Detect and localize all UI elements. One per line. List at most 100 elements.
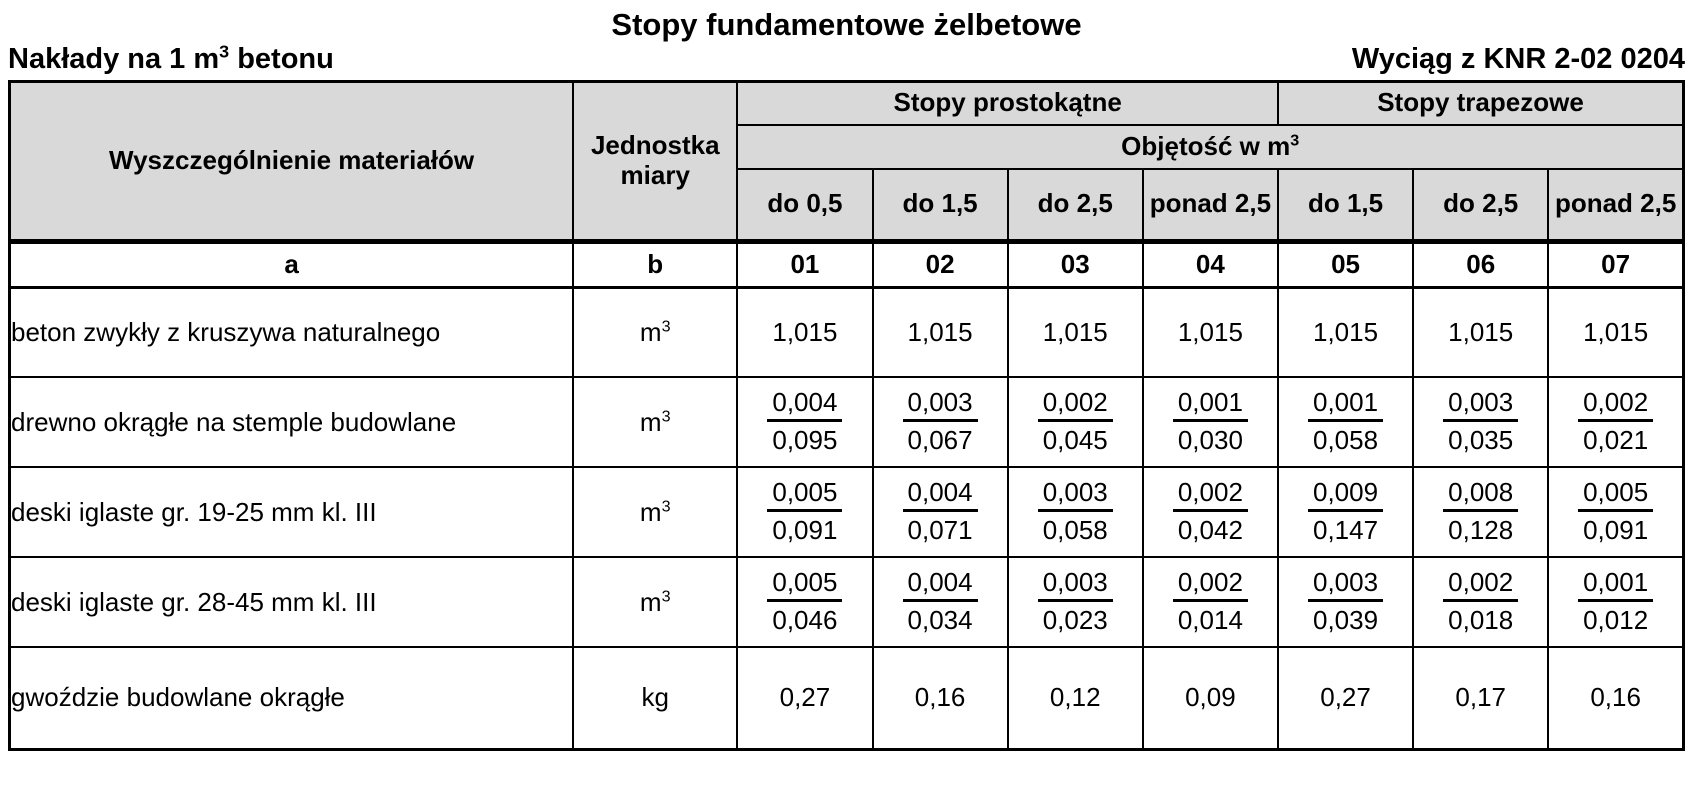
fraction-numerator: 0,003: [1037, 567, 1113, 602]
code-07: 07: [1547, 238, 1685, 289]
superscript-3: 3: [661, 496, 671, 515]
fraction-denominator: 0,014: [1177, 604, 1243, 635]
fraction-denominator: 0,147: [1313, 514, 1379, 545]
value-cell: 0,27: [1276, 646, 1415, 751]
header-volume: Objętość w m3: [736, 124, 1685, 171]
material-row: gwoździe budowlane okrągłe kg 0,27 0,16 0,12…: [8, 646, 1685, 751]
material-name: beton zwykły z kruszywa naturalnego: [8, 286, 575, 379]
code-06: 06: [1412, 238, 1550, 289]
fraction-denominator: 0,058: [1042, 514, 1108, 545]
material-name: gwoździe budowlane okrągłe: [8, 646, 575, 751]
header-volume-range-row: do 0,5 do 1,5 do 2,5 ponad 2,5 do 1,5 do…: [10, 168, 1685, 243]
value-cell: 0,16: [871, 646, 1009, 751]
subtitle-left: Nakłady na 1 m3 betonu: [8, 41, 334, 76]
fraction-numerator: 0,004: [767, 387, 843, 422]
superscript-3: 3: [661, 586, 671, 605]
fraction-denominator: 0,012: [1583, 604, 1649, 635]
value-cell: 0,005 0,046: [736, 556, 874, 649]
value-cell: 1,015: [1412, 286, 1550, 379]
value-cell: 1,015: [736, 286, 874, 379]
fraction-numerator: 0,004: [902, 567, 978, 602]
value-cell: 0,008 0,128: [1412, 466, 1550, 559]
unit-of-measure: m3: [572, 556, 739, 649]
code-04: 04: [1141, 238, 1279, 289]
value-cell: 0,001 0,030: [1141, 376, 1279, 469]
fraction-denominator: 0,045: [1042, 424, 1108, 455]
header-range-col-04: ponad 2,5: [1141, 168, 1279, 243]
value-cell: 0,001 0,012: [1547, 556, 1685, 649]
fraction-denominator: 0,071: [907, 514, 973, 545]
material-row: deski iglaste gr. 28-45 mm kl. III m3 0,00…: [8, 556, 1685, 649]
header-group-trapezoid-footings: Stopy trapezowe: [1276, 80, 1685, 127]
value-cell: 0,17: [1412, 646, 1550, 751]
page-title: Stopy fundamentowe żelbetowe: [611, 7, 1082, 42]
fraction-denominator: 0,023: [1042, 604, 1108, 635]
fraction-numerator: 0,008: [1443, 477, 1519, 512]
value-cell: 0,005 0,091: [736, 466, 874, 559]
value-cell: 0,16: [1547, 646, 1685, 751]
value-cell: 0,09: [1141, 646, 1279, 751]
fraction-denominator: 0,091: [772, 514, 838, 545]
value-cell: 0,27: [736, 646, 874, 751]
fraction-numerator: 0,004: [902, 477, 978, 512]
unit-of-measure: m3: [572, 466, 739, 559]
code-03: 03: [1006, 238, 1144, 289]
fraction-denominator: 0,039: [1313, 604, 1379, 635]
fraction-numerator: 0,001: [1578, 567, 1654, 602]
value-cell: 0,003 0,039: [1276, 556, 1415, 649]
header-range-col-06: do 2,5: [1412, 168, 1550, 243]
material-row: drewno okrągłe na stemple budowlane m3 0,0…: [8, 376, 1685, 469]
value-cell: 1,015: [1006, 286, 1144, 379]
subtitle-row: Nakłady na 1 m3 betonu Wyciąg z KNR 2-02…: [0, 41, 1693, 76]
value-cell: 0,009 0,147: [1276, 466, 1415, 559]
value-cell: 0,003 0,058: [1006, 466, 1144, 559]
unit-of-measure: m3: [572, 286, 739, 379]
unit-of-measure: kg: [572, 646, 739, 751]
fraction-numerator: 0,002: [1172, 477, 1248, 512]
value-cell: 0,002 0,014: [1141, 556, 1279, 649]
value-cell: 0,001 0,058: [1276, 376, 1415, 469]
superscript-3: 3: [661, 317, 671, 336]
fraction-denominator: 0,042: [1177, 514, 1243, 545]
unit-of-measure: m3: [572, 376, 739, 469]
header-group-row: Wyszczególnienie materiałów Jednostka mi…: [8, 80, 1685, 243]
fraction-numerator: 0,002: [1578, 387, 1654, 422]
code-a: a: [8, 238, 575, 289]
header-range-col-07: ponad 2,5: [1547, 168, 1685, 243]
material-row: deski iglaste gr. 19-25 mm kl. III m3 0,00…: [8, 466, 1685, 559]
value-cell: 0,003 0,067: [871, 376, 1009, 469]
fraction-numerator: 0,005: [767, 567, 843, 602]
material-name: deski iglaste gr. 19-25 mm kl. III: [8, 466, 575, 559]
header-range-col-01: do 0,5: [736, 168, 874, 243]
fraction-numerator: 0,003: [1443, 387, 1519, 422]
value-cell: 0,002 0,042: [1141, 466, 1279, 559]
value-cell: 0,002 0,021: [1547, 376, 1685, 469]
value-cell: 0,003 0,035: [1412, 376, 1550, 469]
fraction-numerator: 0,001: [1172, 387, 1248, 422]
column-codes-row: a b 01 02 03 04 05 06 07: [8, 238, 1685, 289]
fraction-denominator: 0,030: [1177, 424, 1243, 455]
material-row: beton zwykły z kruszywa naturalnego m3 1,0…: [8, 286, 1685, 379]
superscript-3: 3: [219, 41, 230, 62]
fraction-numerator: 0,003: [902, 387, 978, 422]
value-cell: 1,015: [1276, 286, 1415, 379]
header-range-col-05: do 1,5: [1276, 168, 1415, 243]
superscript-3: 3: [1290, 131, 1300, 150]
fraction-numerator: 0,005: [767, 477, 843, 512]
fraction-denominator: 0,035: [1448, 424, 1514, 455]
fraction-denominator: 0,018: [1448, 604, 1514, 635]
value-cell: 0,004 0,034: [871, 556, 1009, 649]
value-cell: 0,004 0,071: [871, 466, 1009, 559]
fraction-denominator: 0,128: [1448, 514, 1514, 545]
fraction-denominator: 0,091: [1583, 514, 1649, 545]
fraction-numerator: 0,003: [1308, 567, 1384, 602]
fraction-denominator: 0,058: [1313, 424, 1379, 455]
header-materials: Wyszczególnienie materiałów: [8, 80, 575, 243]
fraction-denominator: 0,067: [907, 424, 973, 455]
fraction-denominator: 0,046: [772, 604, 838, 635]
subtitle-right-knr-reference: Wyciąg z KNR 2-02 0204: [1351, 43, 1685, 76]
header-group-rectangular-footings: Stopy prostokątne: [736, 80, 1279, 127]
value-cell: 0,005 0,091: [1547, 466, 1685, 559]
fraction-numerator: 0,002: [1443, 567, 1519, 602]
